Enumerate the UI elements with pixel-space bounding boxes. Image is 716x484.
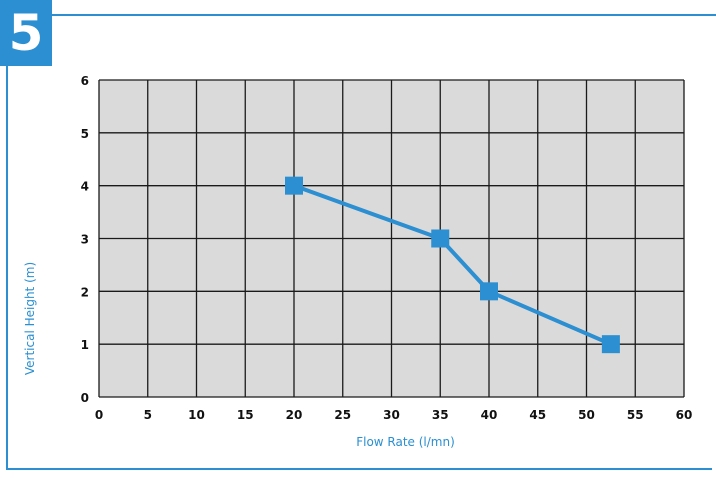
- y-axis-title: Vertical Height (m): [23, 262, 37, 375]
- frame-top-border: [52, 14, 716, 16]
- y-tick-label: 3: [81, 233, 89, 247]
- y-tick-label: 1: [81, 338, 89, 352]
- x-tick-label: 55: [627, 408, 644, 422]
- y-tick-label: 4: [81, 180, 89, 194]
- x-tick-labels: 0 5 10 15 20 25 30 35 40 45 50 55 60: [95, 408, 693, 422]
- x-tick-label: 0: [95, 408, 103, 422]
- series-line: [293, 183, 612, 347]
- y-tick-label: 2: [81, 285, 89, 299]
- series-lines: [293, 183, 612, 347]
- data-point-marker: [480, 282, 498, 301]
- x-tick-label: 30: [383, 408, 400, 422]
- frame-left-border: [6, 66, 8, 470]
- x-axis-title: Flow Rate (l/mn): [356, 435, 455, 449]
- x-tick-label: 15: [237, 408, 254, 422]
- y-tick-label: 5: [81, 127, 89, 141]
- y-tick-label: 6: [81, 74, 89, 88]
- x-tick-label: 5: [144, 408, 152, 422]
- data-point-marker: [431, 229, 450, 248]
- x-tick-label: 35: [432, 408, 449, 422]
- horizontal-gridlines: [99, 79, 684, 398]
- x-tick-label: 45: [529, 408, 546, 422]
- figure-number-badge: 5: [0, 0, 52, 66]
- x-tick-label: 60: [676, 408, 693, 422]
- x-tick-label: 25: [334, 408, 351, 422]
- data-point-marker: [285, 176, 303, 195]
- data-point-marker: [601, 335, 620, 354]
- x-tick-label: 20: [286, 408, 303, 422]
- x-tick-label: 10: [188, 408, 205, 422]
- series-markers: [285, 176, 620, 354]
- x-tick-label: 40: [481, 408, 498, 422]
- frame-bottom-border: [6, 468, 712, 470]
- y-tick-labels: 0 1 2 3 4 5 6: [81, 74, 89, 405]
- x-tick-label: 50: [578, 408, 595, 422]
- y-tick-label: 0: [81, 391, 89, 405]
